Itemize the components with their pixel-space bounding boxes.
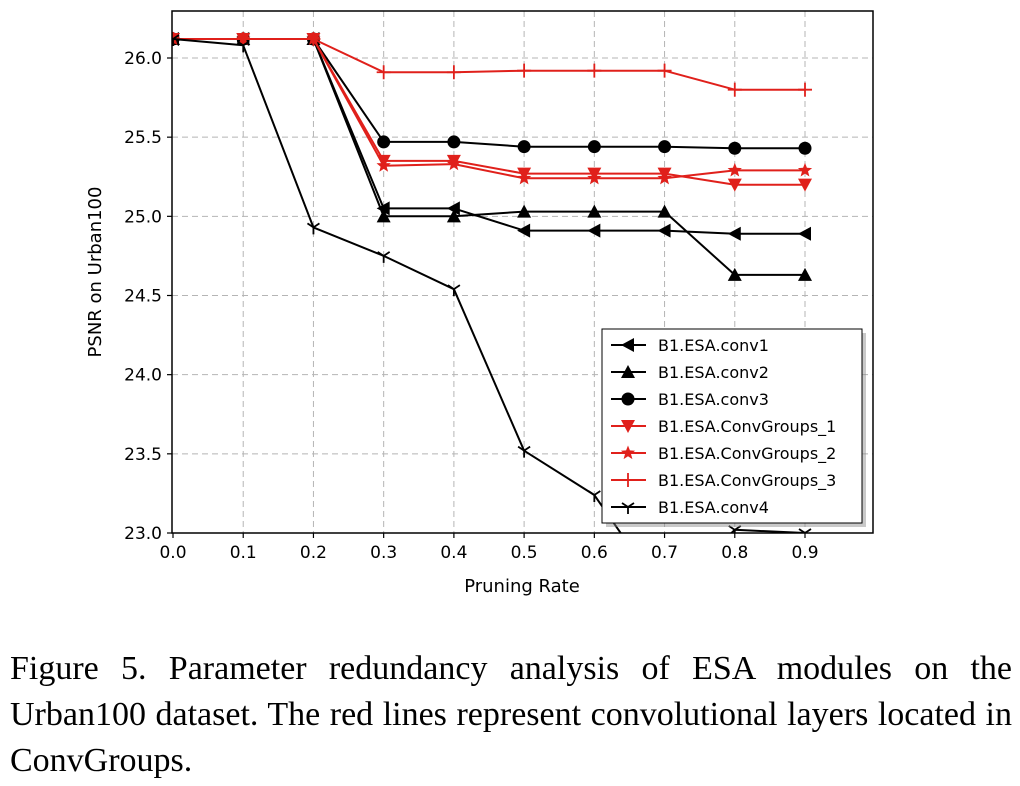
y-tick-label: 23.0 (124, 524, 162, 544)
series-b1-esa-conv4 (172, 34, 812, 603)
legend-entry: B1.ESA.conv4 (611, 498, 769, 517)
y-tick-label: 23.5 (124, 445, 162, 465)
x-tick-label: 0.6 (581, 543, 608, 563)
y-tick-label: 24.0 (124, 366, 162, 386)
data-point (727, 82, 742, 97)
x-tick-label: 0.9 (791, 543, 818, 563)
x-tick-label: 0.7 (651, 543, 678, 563)
legend-entry: B1.ESA.conv2 (611, 363, 769, 382)
data-point (517, 63, 532, 78)
data-point (587, 204, 602, 218)
data-point (798, 82, 812, 97)
data-point (657, 170, 672, 185)
data-point (376, 65, 391, 80)
data-point (728, 525, 742, 533)
data-point (727, 226, 741, 241)
data-point (587, 170, 602, 185)
data-point (587, 140, 601, 154)
plot-frame (171, 10, 874, 534)
legend-label: B1.ESA.ConvGroups_1 (658, 417, 836, 437)
y-tick-label: 25.5 (124, 128, 162, 148)
data-point (727, 267, 742, 281)
data-point (517, 140, 531, 154)
line-chart: 0.0 0.1 0.2 0.3 0.4 0.5 0.6 0.7 0.8 0.9 23.0 23.5 24… (85, 10, 874, 603)
data-point (797, 162, 813, 177)
legend: B1.ESA.conv1 B1.ESA.conv2 B1.ESA.conv3 B1.E… (601, 328, 866, 527)
data-point (172, 34, 180, 46)
data-point (727, 162, 742, 177)
data-point (517, 445, 531, 458)
data-point (657, 223, 671, 238)
data-point (657, 63, 672, 78)
legend-label: B1.ESA.ConvGroups_3 (658, 471, 836, 491)
data-point (446, 201, 460, 216)
data-point (376, 201, 390, 216)
data-point (377, 251, 391, 263)
legend-label: B1.ESA.conv4 (658, 498, 769, 517)
data-point (376, 158, 391, 172)
data-point (236, 32, 251, 46)
legend-entry: B1.ESA.ConvGroups_3 (611, 471, 836, 491)
data-point (236, 40, 250, 53)
data-point (727, 178, 742, 192)
x-tick-label: 0.8 (721, 543, 748, 563)
y-axis-title: PSNR on Urban100 (85, 187, 106, 358)
data-point (621, 473, 635, 487)
data-point (517, 223, 531, 238)
y-tick-label: 26.0 (124, 49, 162, 69)
legend-entry: B1.ESA.conv1 (611, 336, 769, 355)
data-point (517, 204, 532, 218)
legend-label: B1.ESA.ConvGroups_2 (658, 444, 836, 464)
data-point (446, 156, 461, 171)
legend-entry: B1.ESA.conv3 (611, 390, 769, 409)
data-point (620, 445, 636, 460)
x-tick-label: 0.2 (300, 543, 327, 563)
data-point (377, 135, 391, 149)
y-tick-label: 25.0 (124, 207, 162, 227)
legend-label: B1.ESA.conv3 (658, 390, 769, 409)
legend-label: B1.ESA.conv2 (658, 363, 769, 382)
data-point (798, 226, 811, 241)
data-point (621, 420, 635, 433)
data-point (659, 592, 671, 603)
data-point (728, 141, 742, 155)
data-point (621, 365, 635, 378)
x-tick-label: 0.3 (370, 543, 397, 563)
data-point (447, 284, 461, 297)
series-layer (172, 31, 813, 603)
series-line (172, 38, 806, 533)
data-point (621, 502, 635, 514)
x-tick-label: 0.4 (440, 543, 467, 563)
data-point (657, 204, 672, 218)
x-tick-label: 0.5 (511, 543, 538, 563)
data-point (587, 490, 601, 502)
data-point (446, 209, 461, 223)
data-point (447, 135, 461, 149)
data-point (306, 222, 320, 235)
x-tick-label: 0.1 (230, 543, 257, 563)
series-line (173, 38, 805, 91)
data-point (517, 170, 532, 185)
axis-ticks: 0.0 0.1 0.2 0.3 0.4 0.5 0.6 0.7 0.8 0.9 23.0 23.5 24… (124, 49, 818, 563)
data-point (587, 63, 602, 78)
data-point (798, 267, 812, 281)
data-point (587, 223, 601, 238)
data-point (446, 65, 461, 80)
y-tick-label: 24.5 (124, 287, 162, 307)
legend-entry: B1.ESA.ConvGroups_2 (611, 444, 836, 464)
data-point (798, 178, 812, 192)
data-point (306, 32, 321, 46)
legend-label: B1.ESA.conv1 (658, 336, 769, 355)
figure-caption: Figure 5. Parameter redundancy analysis … (10, 650, 1012, 779)
x-tick-label: 0.0 (159, 543, 186, 563)
data-point (798, 141, 812, 155)
data-point (621, 338, 634, 352)
x-axis-title: Pruning Rate (464, 576, 580, 597)
legend-entry: B1.ESA.ConvGroups_1 (611, 417, 836, 437)
data-point (621, 392, 635, 406)
data-point (376, 209, 391, 223)
data-point (658, 140, 672, 154)
